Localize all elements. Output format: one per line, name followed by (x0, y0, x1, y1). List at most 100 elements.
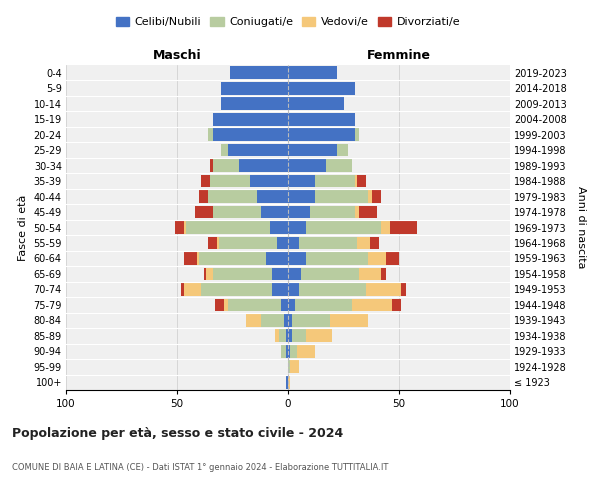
Bar (228, 298, 281, 311)
Bar (212, 268, 272, 280)
Legend: Celibi/Nubili, Coniugati/e, Vedovi/e, Divorziati/e: Celibi/Nubili, Coniugati/e, Vedovi/e, Di… (112, 12, 464, 32)
Bar (306, 330, 332, 342)
Bar (203, 268, 206, 280)
Bar (219, 236, 277, 250)
Bar (330, 314, 368, 326)
Bar (288, 345, 290, 358)
Bar (257, 190, 288, 203)
Bar (286, 330, 288, 342)
Bar (228, 144, 288, 156)
Bar (290, 360, 299, 373)
Bar (357, 174, 366, 188)
Bar (224, 298, 228, 311)
Bar (288, 252, 306, 265)
Bar (206, 268, 212, 280)
Bar (197, 252, 199, 265)
Bar (221, 144, 228, 156)
Bar (272, 268, 288, 280)
Bar (401, 283, 406, 296)
Bar (288, 283, 299, 296)
Bar (281, 345, 286, 358)
Bar (212, 113, 288, 126)
Bar (288, 298, 295, 311)
Bar (357, 236, 370, 250)
Bar (272, 283, 288, 296)
Bar (284, 314, 288, 326)
Bar (279, 330, 286, 342)
Bar (381, 221, 390, 234)
Bar (368, 190, 373, 203)
Bar (210, 174, 250, 188)
Bar (277, 236, 288, 250)
Bar (212, 159, 239, 172)
Bar (366, 283, 401, 296)
Bar (288, 66, 337, 79)
Bar (202, 283, 272, 296)
Bar (359, 206, 377, 218)
Bar (181, 283, 184, 296)
Bar (275, 330, 279, 342)
Bar (184, 252, 197, 265)
Bar (290, 345, 297, 358)
Bar (230, 66, 288, 79)
Text: COMUNE DI BAIA E LATINA (CE) - Dati ISTAT 1° gennaio 2024 - Elaborazione TUTTITA: COMUNE DI BAIA E LATINA (CE) - Dati ISTA… (12, 462, 388, 471)
Bar (314, 190, 368, 203)
Bar (288, 190, 314, 203)
Bar (202, 174, 211, 188)
Bar (288, 360, 290, 373)
Bar (288, 314, 292, 326)
Y-axis label: Anni di nascita: Anni di nascita (577, 186, 586, 269)
Bar (286, 345, 288, 358)
Bar (292, 314, 330, 326)
Bar (288, 268, 301, 280)
Bar (286, 376, 288, 388)
Bar (262, 206, 288, 218)
Bar (210, 159, 212, 172)
Bar (288, 128, 355, 141)
Bar (217, 236, 219, 250)
Bar (288, 113, 355, 126)
Bar (355, 206, 359, 218)
Bar (288, 376, 290, 388)
Bar (370, 236, 379, 250)
Bar (352, 298, 392, 311)
Text: Maschi: Maschi (152, 49, 202, 62)
Bar (390, 221, 417, 234)
Bar (292, 330, 306, 342)
Bar (262, 314, 284, 326)
Bar (368, 252, 386, 265)
Bar (288, 82, 355, 94)
Bar (212, 128, 288, 141)
Bar (208, 128, 212, 141)
Bar (314, 174, 355, 188)
Bar (208, 190, 257, 203)
Bar (301, 268, 359, 280)
Bar (288, 144, 337, 156)
Bar (250, 174, 288, 188)
Bar (221, 82, 288, 94)
Bar (288, 159, 326, 172)
Bar (295, 298, 352, 311)
Bar (288, 98, 343, 110)
Bar (270, 221, 288, 234)
Bar (288, 206, 310, 218)
Bar (221, 98, 288, 110)
Bar (195, 206, 212, 218)
Bar (288, 174, 314, 188)
Bar (184, 221, 186, 234)
Bar (239, 159, 288, 172)
Bar (381, 268, 386, 280)
Bar (337, 144, 348, 156)
Bar (288, 330, 292, 342)
Bar (297, 345, 314, 358)
Bar (215, 298, 224, 311)
Bar (299, 283, 366, 296)
Bar (355, 128, 359, 141)
Bar (310, 206, 355, 218)
Bar (208, 236, 217, 250)
Bar (246, 314, 262, 326)
Bar (281, 298, 288, 311)
Bar (266, 252, 288, 265)
Bar (199, 190, 208, 203)
Bar (184, 283, 202, 296)
